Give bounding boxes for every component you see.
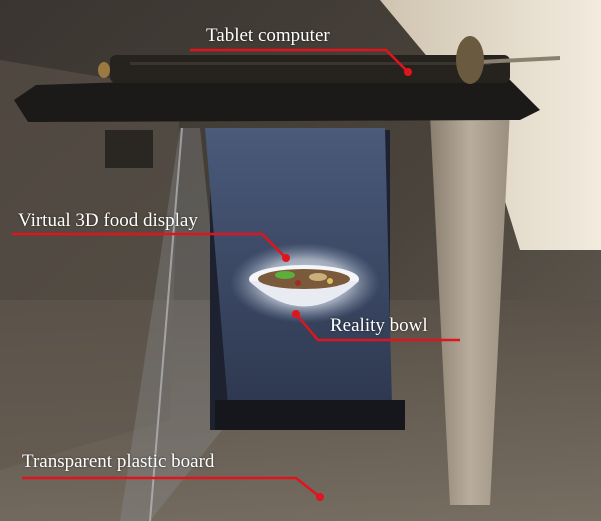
- transparent-plastic-board: [120, 128, 230, 521]
- metal-rod: [479, 56, 561, 64]
- food-noodles: [309, 273, 327, 281]
- board-edge: [149, 127, 183, 521]
- reality-bowl-dot: [292, 310, 300, 318]
- label-tablet-computer: Tablet computer: [206, 25, 330, 46]
- tablet-leader-line: [190, 48, 409, 73]
- annotation-dots: [282, 68, 412, 501]
- food-greens: [275, 271, 295, 279]
- food-egg: [327, 278, 333, 284]
- food-meat: [295, 280, 301, 286]
- label-virtual-food-display: Virtual 3D food display: [18, 210, 198, 231]
- tablet-top: [110, 55, 510, 83]
- bowl-body: [249, 281, 359, 307]
- screw: [98, 62, 110, 78]
- tablet-edge-highlight: [130, 62, 490, 65]
- virtual-food-leader-line: [12, 232, 287, 259]
- reality-bowl-leader-line: [295, 313, 460, 342]
- board-dot: [316, 493, 324, 501]
- label-reality-bowl: Reality bowl: [330, 315, 428, 336]
- label-transparent-plastic-board: Transparent plastic board: [22, 451, 215, 472]
- tablet-dot: [404, 68, 412, 76]
- support-plank: [430, 110, 510, 505]
- virtual-food-dot: [282, 254, 290, 262]
- base-shadow: [215, 400, 405, 430]
- support-block: [105, 130, 153, 168]
- board-leader-line: [22, 476, 321, 498]
- knob: [456, 36, 484, 84]
- food: [258, 269, 350, 289]
- annotation-lines: [12, 48, 460, 498]
